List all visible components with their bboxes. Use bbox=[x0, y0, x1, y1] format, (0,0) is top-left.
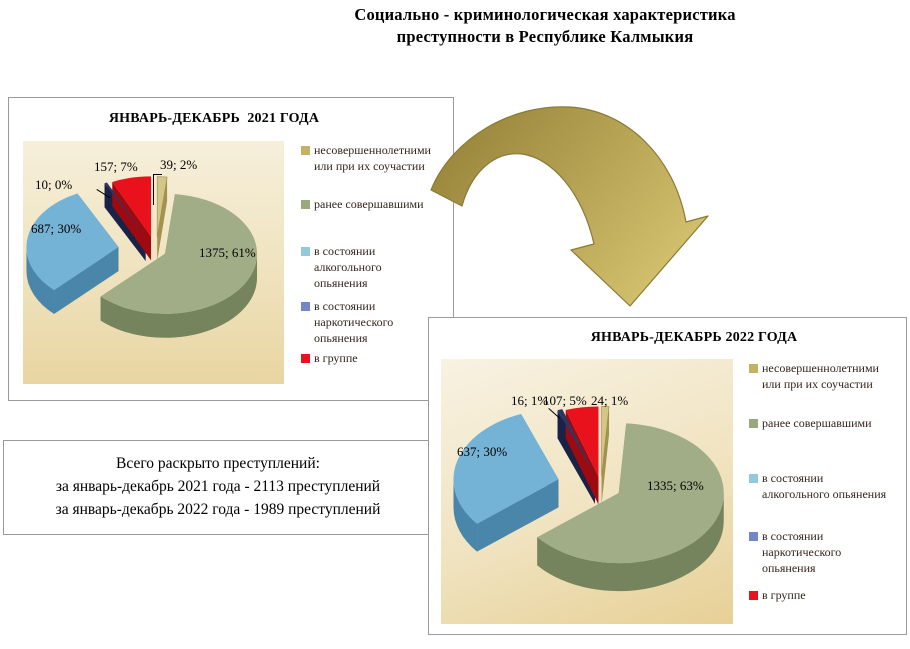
pie-slice-face bbox=[601, 406, 610, 505]
pie-slice-face bbox=[477, 479, 559, 552]
legend-label: в состоянии алкогольного опьянения bbox=[762, 471, 887, 501]
pie-slice-face bbox=[104, 182, 146, 237]
pie-slice-face bbox=[100, 194, 258, 314]
chart-panel-2021: ЯНВАРЬ-ДЕКАБРЬ 2021 ГОДА 39; 2% 1375; 61… bbox=[8, 97, 454, 401]
pie-slice-face bbox=[601, 406, 610, 477]
legend-swatch-repeat-icon bbox=[301, 200, 310, 209]
legend-swatch-group-icon bbox=[749, 591, 758, 600]
legend-swatch-alcohol-icon bbox=[749, 474, 758, 483]
pie-slice-face bbox=[157, 177, 168, 261]
chart-title-2022: ЯНВАРЬ-ДЕКАБРЬ 2022 ГОДА bbox=[590, 330, 798, 345]
legend-label: несовершеннолетними или при их соучастии bbox=[762, 361, 879, 391]
data-label-minors-2021: 39; 2% bbox=[160, 157, 198, 172]
data-label-repeat-2021: 1375; 61% bbox=[199, 245, 256, 260]
legend-item-group: в группе bbox=[749, 588, 909, 604]
legend-swatch-drugs-icon bbox=[749, 532, 758, 541]
legend-item-group: в группе bbox=[301, 351, 461, 367]
summary-line-1: Всего раскрыто преступлений: bbox=[116, 455, 320, 473]
summary-box: Всего раскрыто преступлений: за январь-д… bbox=[3, 440, 433, 535]
legend-label: в состоянии наркотического опьянения bbox=[314, 299, 394, 345]
pie-slice-face bbox=[112, 181, 152, 261]
legend-label: в состоянии наркотического опьянения bbox=[762, 529, 842, 575]
legend-label: в группе bbox=[314, 351, 358, 365]
pie-slice-face bbox=[557, 409, 595, 476]
legend-label: ранее совершавшими bbox=[314, 197, 424, 211]
pie-slice-face bbox=[54, 247, 119, 314]
legend-label: ранее совершавшими bbox=[762, 416, 872, 430]
chart-title-2021: ЯНВАРЬ-ДЕКАБРЬ 2021 ГОДА bbox=[108, 111, 320, 126]
legend-label: в группе bbox=[762, 588, 806, 602]
legend-label: в состоянии алкогольного опьянения bbox=[314, 244, 382, 290]
pie-slice-face bbox=[565, 406, 599, 477]
pie-svg-2022 bbox=[453, 406, 724, 592]
pie-slice-face bbox=[453, 414, 559, 524]
pie-slice-face bbox=[156, 176, 168, 237]
legend-item-alcohol: в состоянии алкогольного опьянения bbox=[301, 244, 461, 291]
legend-swatch-minors-icon bbox=[749, 364, 758, 373]
legend-label: несовершеннолетними или при их соучастии bbox=[314, 143, 431, 173]
pie-slice-face bbox=[100, 253, 258, 338]
data-label-repeat-2022: 1335; 63% bbox=[647, 478, 704, 493]
plot-area-2021: 39; 2% 1375; 61% 687; 30% 10; 0% 157; 7% bbox=[23, 141, 284, 384]
legend-item-drugs: в состоянии наркотического опьянения bbox=[301, 299, 461, 346]
pie-svg-2021 bbox=[26, 176, 258, 338]
pie-slice-face bbox=[26, 247, 55, 314]
leader-line-minors-2021 bbox=[153, 174, 162, 205]
data-label-minors-2022: 24; 1% bbox=[591, 393, 629, 408]
legend-item-minors: несовершеннолетними или при их соучастии bbox=[301, 143, 461, 175]
legend-swatch-drugs-icon bbox=[301, 302, 310, 311]
data-label-drugs-2022: 16; 1% bbox=[511, 393, 549, 408]
legend-item-minors: несовершеннолетними или при их соучастии bbox=[749, 361, 909, 393]
pie-slice-face bbox=[537, 493, 724, 592]
plot-area-2022: 24; 1% 1335; 63% 637; 30% 16; 1% 107; 5% bbox=[441, 359, 733, 624]
chart-panel-2022: ЯНВАРЬ-ДЕКАБРЬ 2022 ГОДА 24; 1% 1335; 63… bbox=[428, 317, 907, 635]
pie-slice-face bbox=[112, 176, 152, 237]
legend-item-repeat: ранее совершавшими bbox=[301, 197, 461, 213]
legend-swatch-group-icon bbox=[301, 354, 310, 363]
summary-line-2: за январь-декабрь 2021 года - 2113 прест… bbox=[55, 478, 381, 496]
data-label-group-2022: 107; 5% bbox=[543, 393, 587, 408]
pie-slice-face bbox=[453, 479, 478, 552]
legend-item-drugs: в состоянии наркотического опьянения bbox=[749, 529, 909, 576]
page-title: Социально - криминологическая характерис… bbox=[354, 5, 736, 47]
data-label-alcohol-2022: 637; 30% bbox=[457, 444, 508, 459]
data-label-group-2021: 157; 7% bbox=[94, 159, 138, 174]
legend-swatch-repeat-icon bbox=[749, 419, 758, 428]
data-label-drugs-2021: 10; 0% bbox=[35, 177, 73, 192]
pie-slice-face bbox=[537, 423, 724, 564]
pie-slice-face bbox=[26, 193, 119, 290]
legend-swatch-alcohol-icon bbox=[301, 247, 310, 256]
legend-item-repeat: ранее совершавшими bbox=[749, 416, 909, 432]
legend-item-alcohol: в состоянии алкогольного опьянения bbox=[749, 471, 909, 503]
curved-arrow bbox=[430, 106, 709, 307]
curved-arrow-shape bbox=[430, 106, 709, 307]
summary-line-3: за январь-декабрь 2022 года - 1989 прест… bbox=[55, 500, 381, 518]
legend-swatch-minors-icon bbox=[301, 146, 310, 155]
data-label-alcohol-2021: 687; 30% bbox=[31, 221, 82, 236]
